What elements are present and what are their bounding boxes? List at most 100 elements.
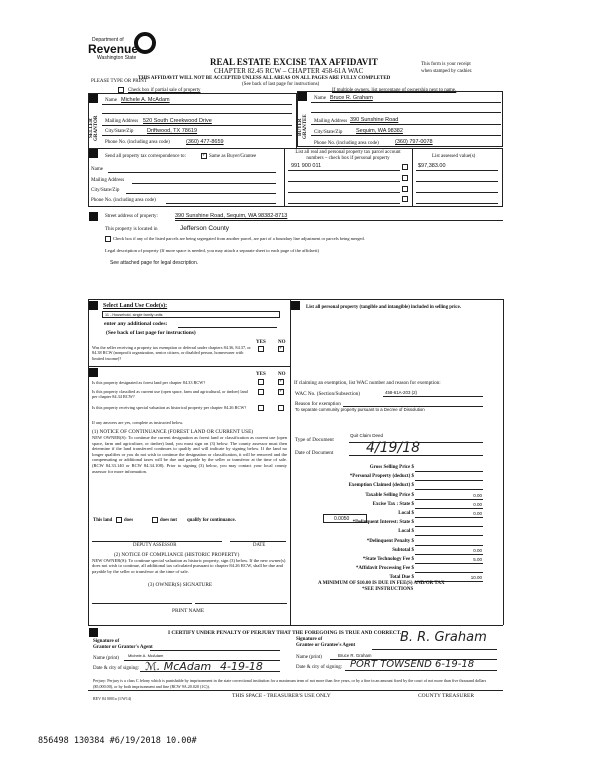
partial-sale-checkbox[interactable] (118, 87, 124, 93)
perjury-note: Perjury: Perjury is a class C felony whi… (93, 678, 487, 689)
wac-field[interactable]: 458-61A-203 (2) (385, 390, 417, 395)
yes-header: YES (256, 340, 266, 345)
historic-question: Is this property receiving special valua… (92, 405, 247, 410)
doc-type-field[interactable]: Quit Claim Deed (350, 433, 384, 438)
grantee-name-field[interactable]: Bruce R. Graham (338, 653, 372, 658)
this-land-label: This land (93, 518, 113, 523)
reason-label: Reason for exemption (295, 401, 341, 407)
tax-row-line (415, 480, 483, 482)
tax-row-line (415, 563, 483, 564)
form-subtitle: CHAPTER 82.45 RCW – CHAPTER 458-61A WAC (214, 67, 364, 75)
grantor-date-field[interactable]: 4-19-18 (220, 660, 263, 673)
exempt-no-checkbox[interactable]: ✓ (278, 346, 284, 352)
local-rate-box: 0.0050 (323, 514, 367, 523)
tax-row-label: *Personal Property (deduct) $ (349, 474, 414, 480)
tax-row-label: Total Due $ (389, 575, 414, 581)
land-use-select[interactable]: 11 - Household, single family units (102, 311, 280, 318)
tax-row-line (415, 572, 483, 574)
buyer-mailing-label: Mailing Address (314, 119, 348, 124)
doc-date-field[interactable]: 4/19/18 (366, 440, 420, 456)
personal-property-checkbox[interactable] (402, 164, 408, 170)
no-header: NO (278, 372, 286, 377)
seller-label: SELLER GRANTOR (89, 115, 99, 141)
tax-row-label: Gross Selling Price $ (369, 465, 414, 470)
exempt-yes-checkbox[interactable] (258, 346, 264, 352)
exemption-question: Was the seller receiving a property tax … (92, 345, 251, 361)
print-name-label: PRINT NAME (172, 608, 205, 614)
forest-no-checkbox[interactable]: ✓ (278, 379, 284, 385)
doc-date-label: Date of Document (295, 450, 334, 456)
historic-yes-checkbox[interactable] (258, 405, 264, 411)
logo-swirl-icon (134, 32, 156, 54)
land-use-code: 11 - Household, single family units (105, 313, 163, 317)
grantor-signature: ℳ. McAdam (145, 660, 212, 673)
form-revision: REV 84 0001a (1/W14) (93, 696, 132, 701)
receipt-note: when stamped by cashier. (421, 69, 473, 74)
additional-codes-label: enter any additional codes: (104, 321, 168, 327)
buyer-label: BUYER GRANTEE (298, 114, 308, 140)
current-use-yes-checkbox[interactable] (258, 389, 264, 395)
tax-row-value[interactable]: 0.00 (473, 511, 482, 516)
buyer-mailing-field[interactable]: 390 Sunshine Road (350, 117, 399, 123)
qualify-label: qualify for continuance. (187, 518, 236, 523)
land-use-label: Select Land Use Code(s): (103, 303, 168, 309)
corr-phone-label: Phone No. (including area code) (91, 198, 156, 203)
buyer-phone-label: Phone No. (including area code) (314, 141, 379, 146)
tax-row-value[interactable]: 5.00 (473, 557, 482, 562)
segregated-checkbox[interactable] (105, 236, 111, 242)
see-instructions-note: *SEE INSTRUCTIONS (362, 587, 414, 592)
forest-yes-checkbox[interactable] (258, 379, 264, 385)
grantor-name-label: Name (print) (93, 656, 119, 661)
treasurer-only-label: THIS SPACE - TREASURER'S USE ONLY (232, 693, 331, 699)
seller-name-label: Name (105, 98, 117, 103)
tax-row-line (415, 517, 483, 518)
personal-property-checkbox[interactable] (402, 186, 408, 192)
personal-property-checkbox[interactable] (402, 175, 408, 181)
logo-text: Washington State (97, 55, 137, 61)
street-label: Street address of property: (105, 214, 158, 219)
seller-mailing-label: Mailing Address (105, 119, 139, 124)
tax-row-label: Subtotal $ (392, 547, 414, 553)
warning: THIS AFFIDAVIT WILL NOT BE ACCEPTED UNLE… (138, 76, 391, 81)
buyer-city-label: City/State/Zip (314, 130, 343, 135)
tax-row-line (415, 544, 483, 546)
seller-city-field[interactable]: Driftwood, TX 78619 (147, 128, 198, 134)
yes-header: YES (256, 372, 266, 377)
historic-no-checkbox[interactable] (278, 405, 284, 411)
grantee-date-field[interactable]: PORT TOWSEND 6-19-18 (350, 659, 475, 670)
tax-row-value[interactable]: 0.00 (473, 501, 482, 507)
buyer-phone-field[interactable]: (360) 797-0078 (395, 139, 433, 145)
notice-compliance-title: (2) NOTICE OF COMPLIANCE (HISTORIC PROPE… (114, 552, 240, 558)
reason-field[interactable]: To separate community property pursuant … (295, 407, 425, 412)
tax-row-value[interactable]: 0.00 (473, 547, 482, 553)
tax-row-value[interactable]: 0.00 (473, 492, 482, 498)
does-not-qualify-checkbox[interactable] (152, 517, 158, 523)
same-as-buyer-checkbox[interactable]: ✓ (201, 153, 207, 159)
seller-mailing-field[interactable]: 520 South Creekwood Drive (143, 118, 212, 124)
tax-row-label: *Delinquent Interest: State $ (352, 520, 414, 526)
seller-city-label: City/State/Zip (105, 129, 134, 134)
section-5-marker (89, 301, 98, 310)
segregated-label: Check box if any of the listed parcels a… (113, 236, 365, 241)
assessed-value-field[interactable]: $97,383.00 (418, 163, 446, 169)
street-address-field[interactable]: 390 Sunshine Road, Sequim, WA 98382-8713 (175, 213, 288, 219)
tax-row-line (415, 553, 483, 555)
see-back-note: (See back of last page for instructions) (106, 330, 196, 336)
buyer-name-field[interactable]: Bruce R. Graham (330, 95, 373, 101)
buyer-city-field[interactable]: Sequim, WA 98382 (356, 128, 403, 134)
grantor-name-field[interactable]: Michele A. McAdam (128, 653, 164, 658)
seller-phone-field[interactable]: (360) 477-8659 (186, 139, 224, 145)
doc-type-label: Type of Document (295, 437, 334, 443)
seller-name-field[interactable]: Michele A. McAdam (121, 97, 170, 103)
tax-row-value[interactable]: 10.00 (470, 575, 482, 581)
if-yes-note: If any answers are yes, complete as inst… (92, 420, 184, 425)
buyer-name-label: Name (314, 96, 326, 101)
tax-row-line (415, 526, 483, 528)
grantor-sig-label: Grantor or Grantor's Agent (93, 645, 153, 650)
personal-property-checkbox[interactable] (402, 196, 408, 202)
parcel-number-field[interactable]: 991 900 011 (291, 163, 322, 169)
tax-row-label: *State Technology Fee $ (362, 557, 414, 562)
current-use-no-checkbox[interactable]: ✓ (278, 389, 284, 395)
notice-continuance-body: NEW OWNER(S): To continue the current de… (92, 435, 287, 474)
does-qualify-checkbox[interactable] (116, 517, 122, 523)
